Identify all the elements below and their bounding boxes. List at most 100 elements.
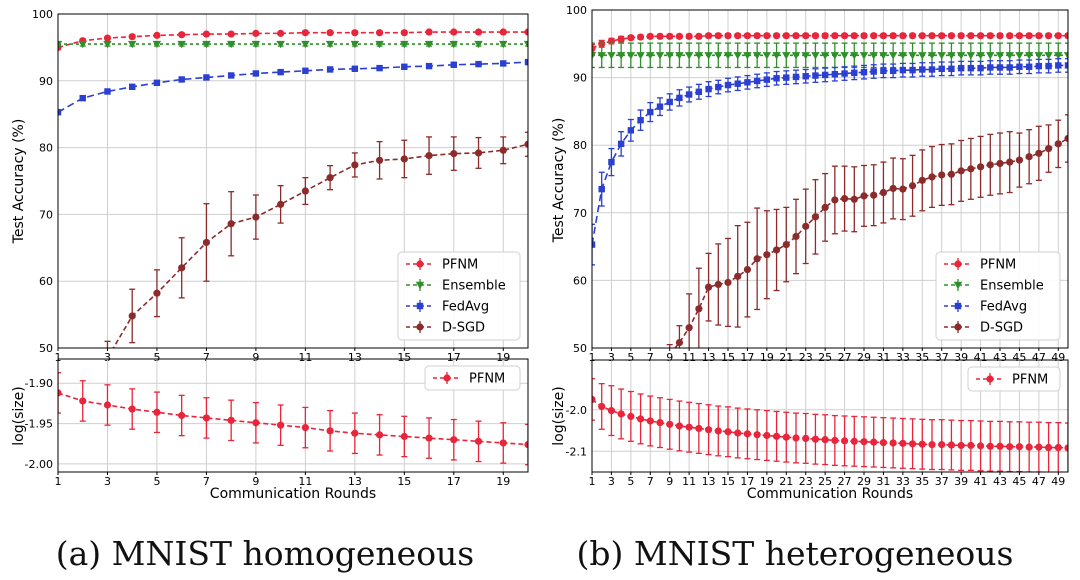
- x-tick-label: 3: [104, 475, 111, 488]
- data-point: [226, 40, 236, 49]
- data-point: [772, 32, 781, 40]
- x-tick-label: 21: [779, 351, 793, 364]
- error-bar: [1065, 58, 1068, 73]
- x-tick-label: 35: [915, 475, 929, 488]
- data-point: [724, 428, 732, 436]
- data-point: [1054, 52, 1063, 60]
- data-point: [705, 85, 712, 93]
- x-tick-label: 19: [496, 351, 510, 364]
- data-point: [474, 437, 483, 445]
- data-point: [1064, 444, 1068, 452]
- x-tick-label: 11: [298, 351, 312, 364]
- x-axis-label: Communication Rounds: [747, 486, 913, 502]
- x-tick-label: 5: [153, 351, 160, 364]
- data-point: [675, 32, 684, 40]
- x-tick-label: 17: [447, 351, 461, 364]
- data-point: [820, 52, 830, 60]
- data-point: [1044, 32, 1053, 40]
- x-tick-label: 39: [954, 475, 968, 488]
- x-tick-label: 33: [896, 351, 910, 364]
- data-point: [450, 150, 458, 158]
- data-point: [695, 424, 703, 433]
- axes-frame: [591, 9, 1069, 349]
- x-tick-label: 49: [1051, 351, 1065, 364]
- data-point: [153, 31, 161, 39]
- x-tick-label: 25: [818, 351, 832, 364]
- x-tick-label: 31: [876, 351, 890, 364]
- data-point: [841, 70, 848, 77]
- error-bar: [58, 372, 61, 414]
- data-point: [227, 220, 235, 228]
- data-point: [811, 435, 820, 443]
- x-tick-label: 7: [647, 475, 654, 488]
- data-point: [656, 419, 664, 427]
- series-pfnm: [58, 372, 528, 466]
- x-tick-label: 29: [857, 351, 871, 364]
- legend-label: PFNM: [980, 258, 1016, 273]
- legend-label: FedAvg: [442, 300, 489, 315]
- data-point: [898, 52, 908, 60]
- data-point: [202, 30, 211, 38]
- error-bar: [592, 223, 595, 266]
- data-point: [425, 28, 433, 36]
- data-point: [685, 423, 693, 431]
- data-point: [908, 440, 917, 448]
- data-point: [376, 64, 383, 72]
- data-point: [928, 66, 936, 73]
- data-point: [351, 65, 359, 72]
- data-point: [734, 32, 742, 40]
- data-point: [675, 422, 684, 430]
- data-point: [850, 52, 859, 60]
- data-point: [879, 438, 888, 447]
- data-point: [103, 34, 112, 42]
- data-point: [1035, 62, 1043, 70]
- data-point: [656, 32, 664, 40]
- error-bar: [525, 423, 528, 466]
- y-tick-label: 90: [573, 72, 587, 85]
- legend-marker: [954, 323, 962, 331]
- data-point: [899, 185, 907, 193]
- series-line: [112, 143, 528, 348]
- data-point: [791, 52, 801, 60]
- data-point: [685, 91, 693, 98]
- data-point: [753, 255, 761, 263]
- x-tick-label: 3: [104, 351, 111, 364]
- data-point: [425, 62, 433, 70]
- data-point: [301, 29, 309, 37]
- legend-item-pfnm: PFNM: [944, 258, 1016, 273]
- data-point: [996, 442, 1004, 450]
- data-point: [500, 60, 507, 67]
- series-pfnm: [592, 32, 1068, 54]
- data-point: [499, 28, 507, 36]
- x-tick-label: 37: [935, 351, 949, 364]
- x-tick-label: 27: [838, 351, 852, 364]
- data-point: [597, 52, 606, 60]
- data-point: [763, 431, 771, 440]
- legend-label: PFNM: [469, 372, 505, 387]
- legend-label: D-SGD: [442, 321, 485, 336]
- data-point: [607, 52, 616, 60]
- data-point: [695, 305, 703, 313]
- data-point: [743, 265, 752, 274]
- x-tick-label: 39: [954, 351, 968, 364]
- data-point: [1006, 64, 1013, 71]
- data-point: [277, 421, 285, 429]
- legend-label: Ensemble: [442, 279, 506, 294]
- data-point: [899, 66, 907, 74]
- data-point: [1054, 443, 1062, 452]
- data-point: [1025, 63, 1033, 70]
- data-point: [743, 52, 752, 60]
- data-point: [1025, 153, 1033, 161]
- data-point: [499, 146, 507, 154]
- y-tick-label: 50: [39, 342, 53, 355]
- data-point: [178, 76, 185, 83]
- x-axis-label: Communication Rounds: [210, 486, 376, 502]
- data-point: [918, 440, 926, 448]
- data-point: [351, 161, 359, 169]
- legend-marker: [416, 323, 424, 331]
- data-point: [666, 98, 673, 106]
- data-point: [704, 32, 713, 40]
- data-point: [879, 52, 888, 60]
- error-bar: [104, 340, 111, 348]
- data-point: [78, 40, 87, 49]
